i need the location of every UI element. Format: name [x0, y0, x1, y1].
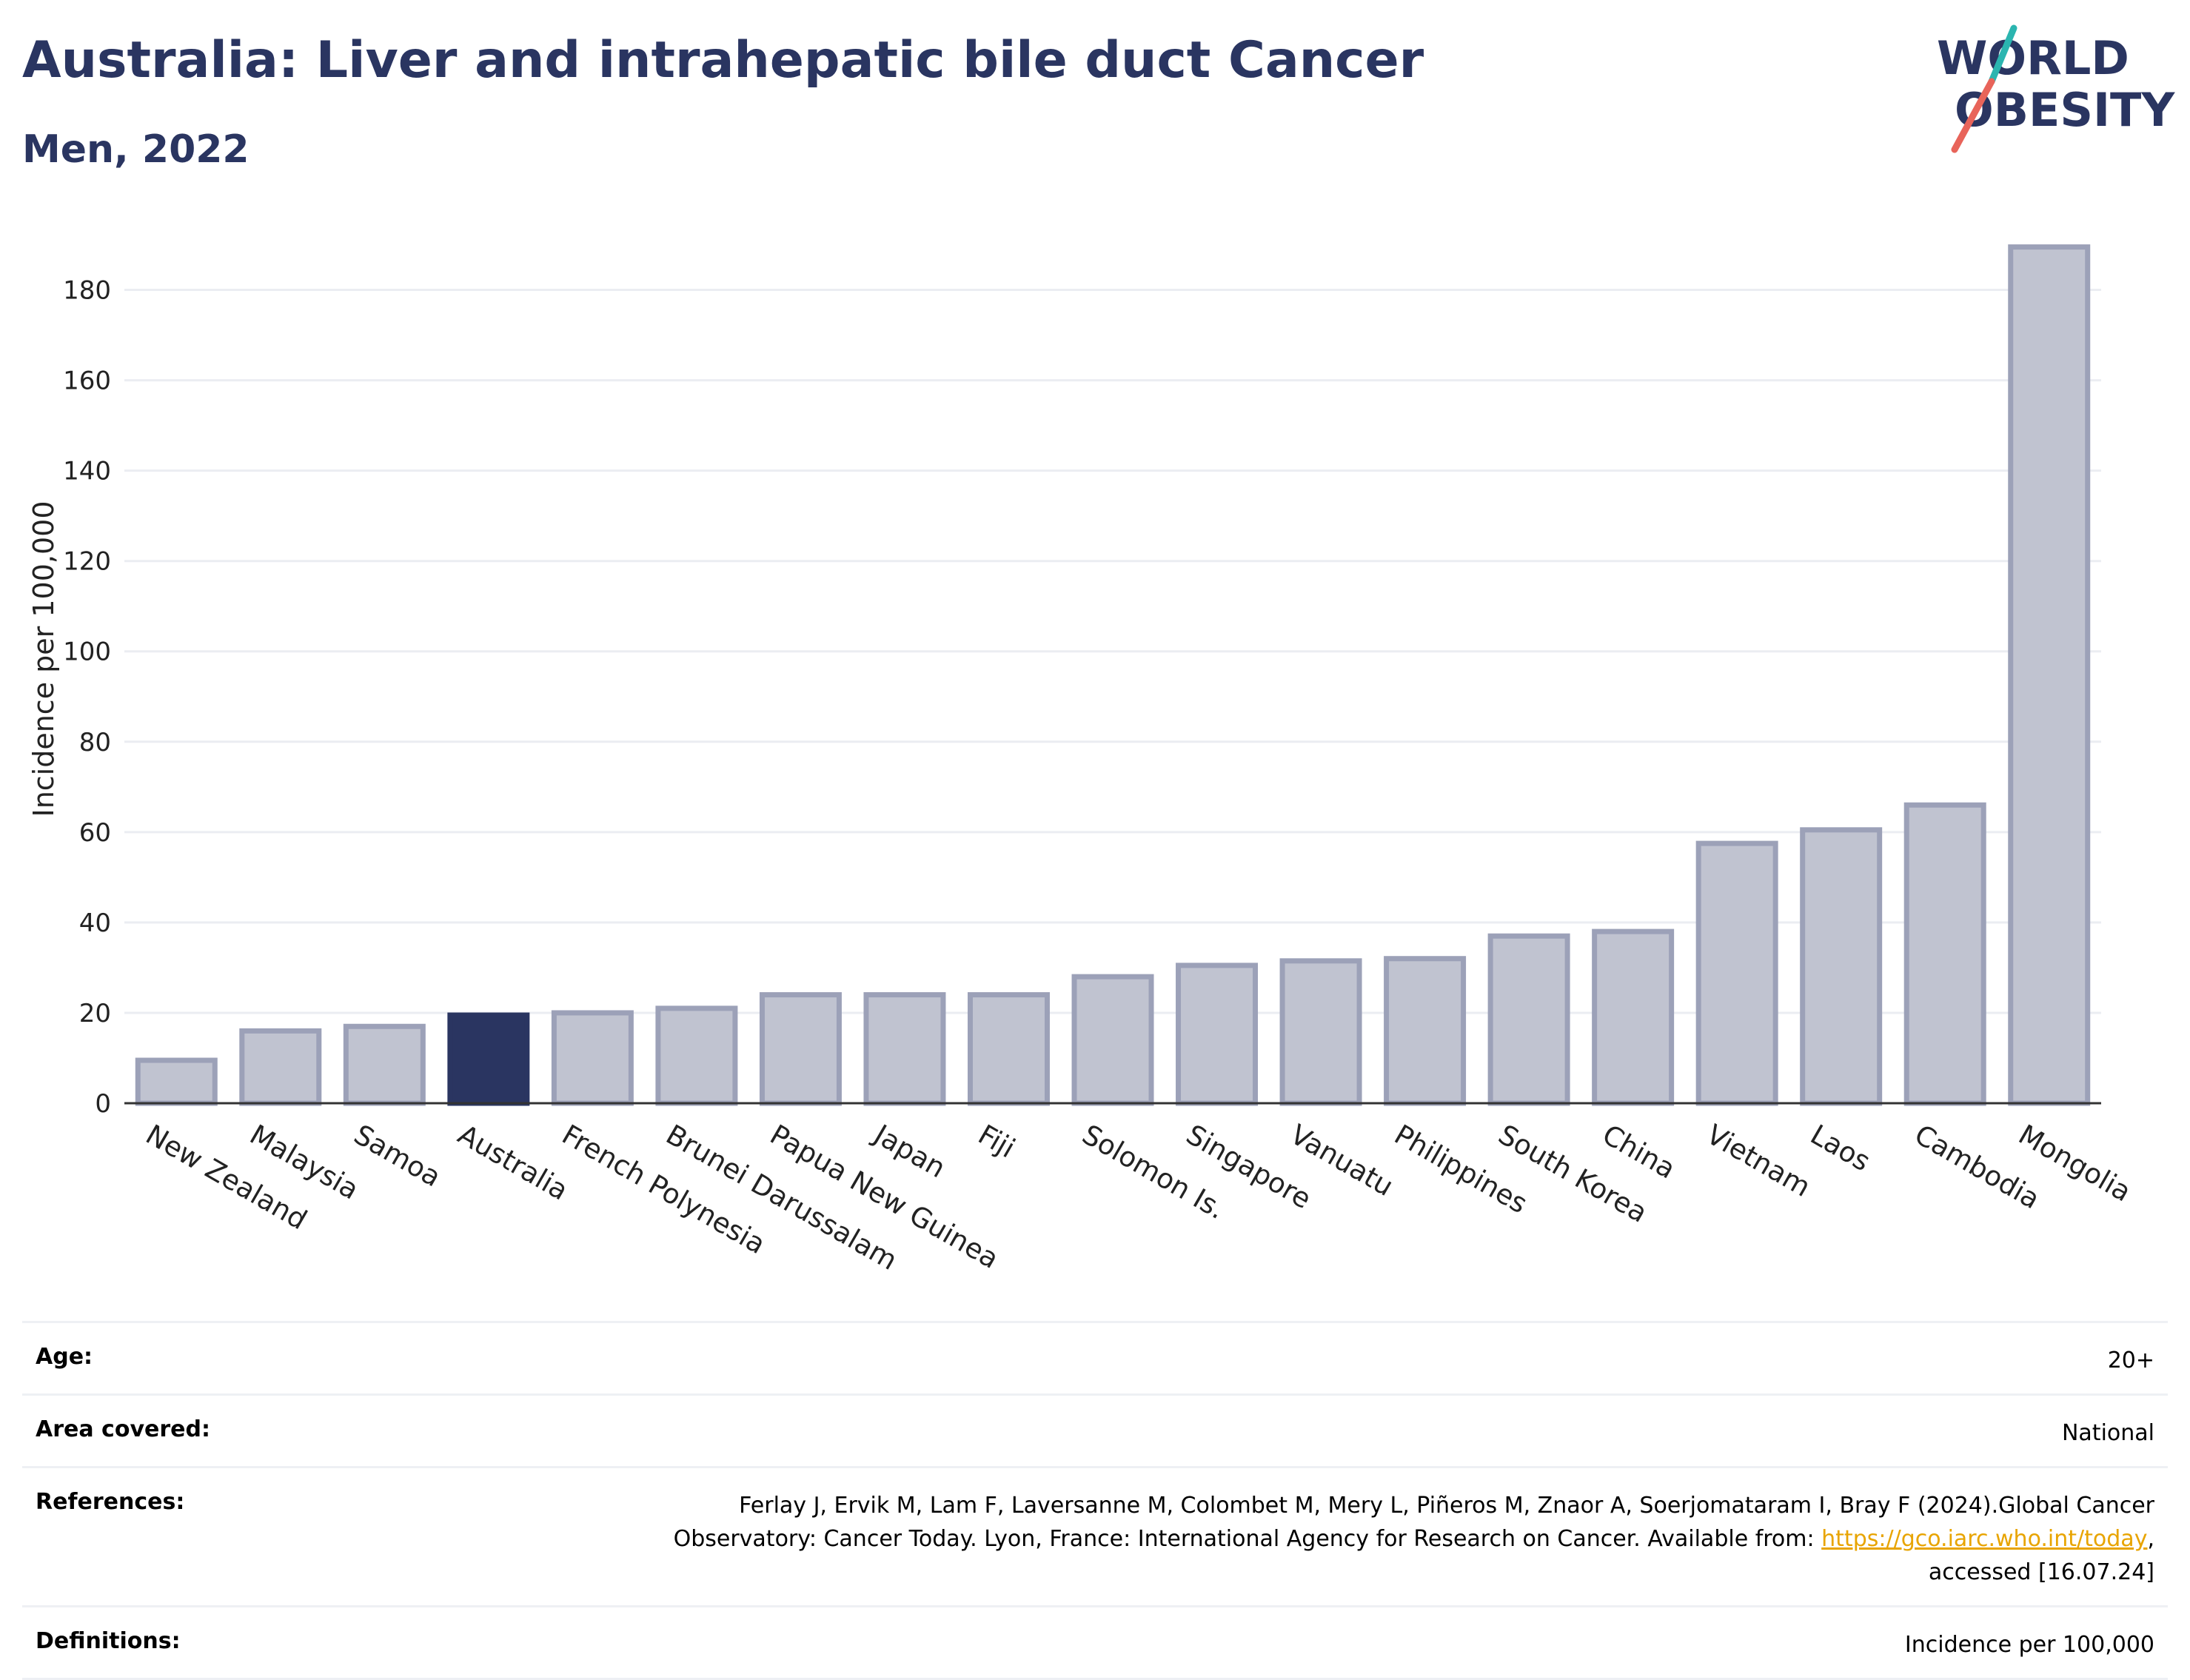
y-tick-label: 0 [95, 1089, 111, 1119]
y-tick-label: 180 [63, 276, 111, 306]
bar-singapore [1176, 963, 1259, 1106]
x-tick-label: Australia [452, 1119, 573, 1207]
bar-vanuatu [1279, 958, 1362, 1106]
bar-french-polynesia [551, 1010, 634, 1106]
bar-vietnam [1695, 840, 1778, 1106]
x-tick-label: Fiji [973, 1119, 1020, 1165]
chart-title: Australia: Liver and intrahepatic bile d… [22, 31, 1424, 90]
y-tick-label: 160 [63, 367, 111, 396]
logo-line1: WORLD [1937, 31, 2129, 85]
references-text-after: , accessed [16.07.24] [1928, 1526, 2154, 1585]
meta-row-age: Age: 20+ [22, 1321, 2168, 1393]
x-tick-label: Samoa [349, 1119, 446, 1194]
x-tick-label: Japan [868, 1118, 951, 1185]
x-tick-label: Laos [1805, 1119, 1875, 1178]
x-tick-label: China [1597, 1119, 1681, 1185]
bar-cambodia [1903, 802, 1986, 1106]
bar-china [1592, 928, 1675, 1106]
x-tick-label: Vietnam [1701, 1119, 1816, 1203]
meta-row-definitions: Definitions: Incidence per 100,000 [22, 1605, 2168, 1680]
bar-fiji [967, 992, 1050, 1106]
bar-brunei-darussalam [655, 1005, 738, 1106]
age-value: 20+ [2107, 1348, 2154, 1373]
y-tick-label: 40 [79, 908, 111, 938]
bar-mongolia [2008, 244, 2091, 1106]
y-tick-label: 100 [63, 637, 111, 667]
meta-row-references: References: Ferlay J, Ervik M, Lam F, La… [22, 1466, 2168, 1605]
bar-papua-new-guinea [759, 992, 842, 1106]
bar-malaysia [239, 1028, 322, 1106]
world-obesity-logo: WORLD OBESITY [1937, 24, 2175, 153]
references-label: References: [36, 1489, 185, 1515]
age-label: Age: [36, 1344, 93, 1370]
logo-slash-teal [1988, 24, 2017, 85]
y-axis-title: Incidence per 100,000 [27, 501, 60, 817]
y-tick-label: 60 [79, 818, 111, 848]
y-tick-label: 20 [79, 999, 111, 1028]
area-value: National [2061, 1420, 2154, 1446]
bar-south-korea [1487, 933, 1570, 1106]
area-label: Area covered: [36, 1416, 210, 1442]
bar-japan [863, 992, 946, 1106]
metadata-table: Age: 20+ Area covered: National Referenc… [22, 1321, 2168, 1680]
references-text: Ferlay J, Ervik M, Lam F, Laversanne M, … [673, 1493, 2154, 1552]
bar-philippines [1384, 956, 1467, 1106]
bar-laos [1800, 827, 1883, 1106]
bar-samoa [343, 1023, 426, 1106]
references-link[interactable]: https://gco.iarc.who.int/today [1821, 1526, 2148, 1552]
logo-line2: OBESITY [1955, 83, 2175, 137]
definitions-label: Definitions: [36, 1628, 181, 1654]
meta-row-area: Area covered: National [22, 1393, 2168, 1466]
chart-subtitle: Men, 2022 [22, 127, 250, 172]
logo-slash-red [1951, 78, 1995, 153]
y-tick-label: 140 [63, 457, 111, 486]
bar-australia [447, 1012, 530, 1106]
y-tick-label: 80 [79, 728, 111, 757]
bar-new-zealand [135, 1057, 218, 1106]
definitions-value: Incidence per 100,000 [1904, 1632, 2154, 1658]
references-value: Ferlay J, Ervik M, Lam F, Laversanne M, … [637, 1489, 2154, 1589]
bars [135, 244, 2091, 1106]
bar-solomon-is [1071, 974, 1154, 1106]
y-tick-label: 120 [63, 547, 111, 577]
